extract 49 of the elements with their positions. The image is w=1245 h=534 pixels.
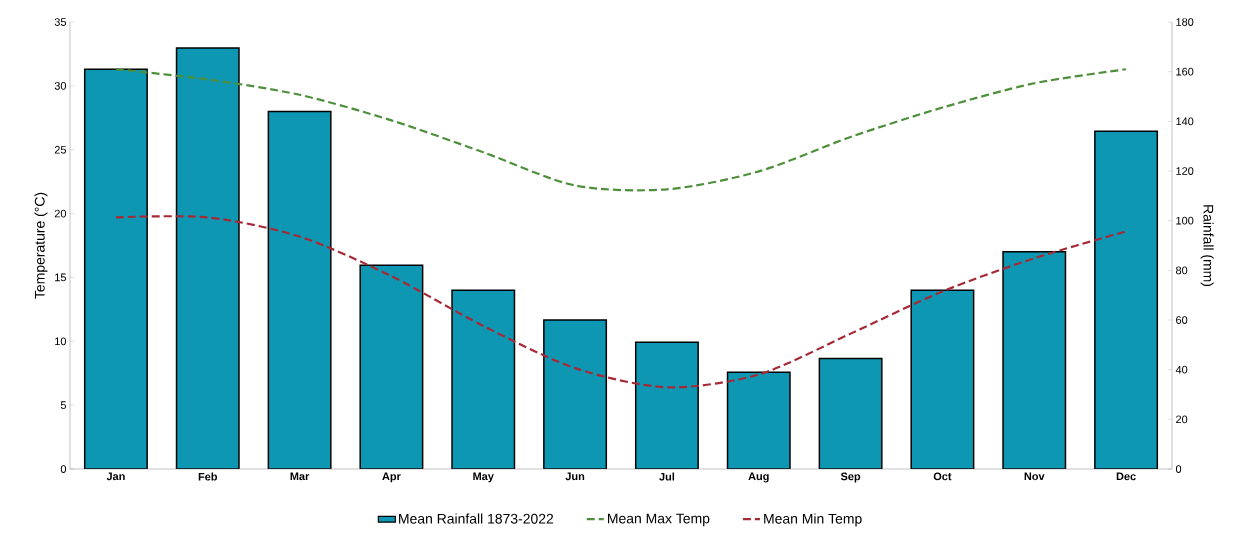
x-tick-label: Jun: [565, 472, 585, 481]
x-tick-label: Mar: [290, 472, 310, 481]
bar: [175, 47, 240, 469]
x-tick-label: Dec: [1116, 472, 1136, 481]
x-tick-label: Jan: [106, 472, 125, 481]
y2-tick-label: 160: [1176, 67, 1194, 76]
y-tick-label: 35: [54, 18, 67, 26]
y2-tick-label: 0: [1175, 465, 1182, 473]
legend-label: Mean Min Temp: [764, 513, 862, 527]
bar: [726, 371, 791, 469]
bar: [1002, 250, 1067, 469]
bar: [359, 264, 424, 469]
y-tick-label: 0: [60, 465, 67, 473]
line-series: [114, 215, 1128, 389]
x-tick-label: Feb: [198, 472, 218, 481]
y2-tick-label: 20: [1176, 415, 1188, 424]
y-tick-label: 25: [54, 145, 67, 154]
bar: [1094, 130, 1159, 469]
y-tick-label: 15: [55, 273, 67, 282]
x-tick-label: Oct: [933, 472, 952, 481]
y2-tick-label: 40: [1175, 365, 1188, 374]
x-tick-label: Apr: [382, 472, 401, 483]
bar: [267, 110, 332, 469]
y-tick-label: 5: [60, 401, 67, 409]
bar: [818, 357, 883, 469]
y2-tick-label: 180: [1176, 18, 1194, 26]
y-tick-label: 30: [54, 81, 67, 90]
legend-label: Mean Rainfall 1873-2022: [399, 513, 554, 524]
bar: [83, 68, 148, 469]
bar: [910, 289, 975, 469]
bar: [543, 319, 608, 469]
x-tick-label: May: [473, 472, 494, 483]
bar: [452, 290, 515, 469]
bar: [634, 341, 699, 469]
y-axis-title: Temperature (°C): [34, 192, 48, 299]
x-tick-label: Aug: [748, 472, 769, 483]
y-tick-label: 10: [55, 337, 67, 346]
x-tick-label: Jul: [659, 472, 675, 481]
y2-tick-label: 60: [1176, 316, 1188, 324]
y-tick-label: 20: [54, 209, 67, 218]
y2-axis-title: Rainfall (mm): [1200, 205, 1214, 287]
y2-tick-label: 140: [1176, 117, 1194, 126]
y2-tick-label: 100: [1176, 216, 1194, 225]
y2-tick-label: 80: [1175, 266, 1188, 275]
y2-tick-label: 120: [1176, 167, 1194, 175]
x-tick-label: Sep: [840, 472, 861, 483]
x-tick-label: Nov: [1024, 472, 1045, 481]
line-series: [114, 68, 1128, 192]
legend-label: Mean Max Temp: [608, 513, 710, 527]
